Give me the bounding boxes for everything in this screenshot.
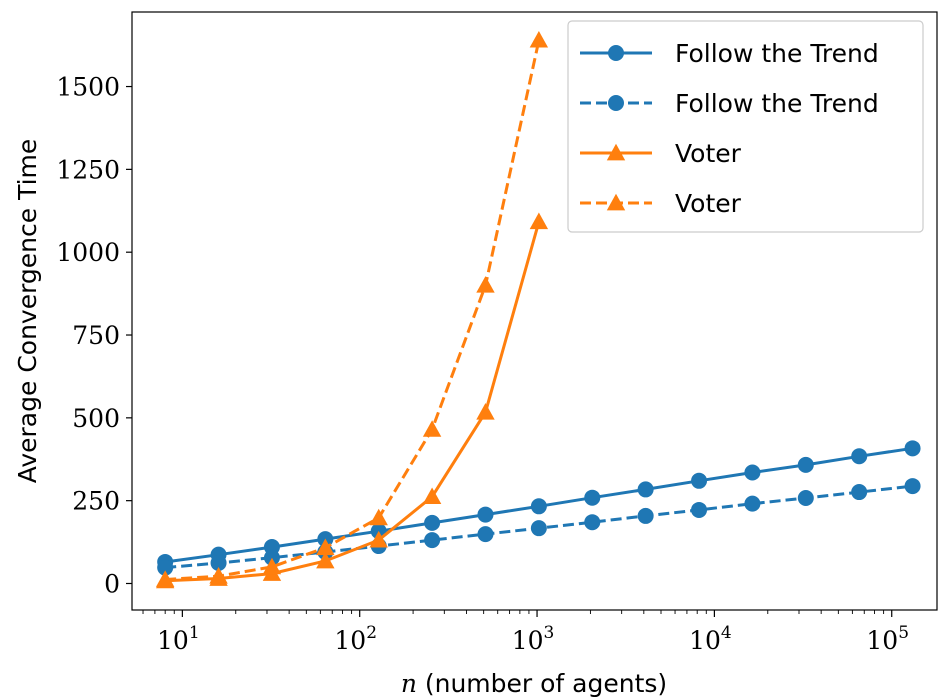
- data-point: [529, 30, 549, 48]
- legend-label: Follow the Trend: [675, 89, 879, 118]
- data-point: [424, 514, 441, 531]
- data-point: [530, 520, 547, 537]
- x-axis-label-variable: n: [401, 669, 417, 698]
- y-axis-label: Average Convergence Time: [13, 139, 42, 484]
- y-tick-label: 500: [72, 404, 120, 433]
- legend-marker: [608, 95, 624, 111]
- legend-label: Follow the Trend: [675, 39, 879, 68]
- series-line: [165, 221, 541, 583]
- data-point: [691, 472, 708, 489]
- data-point: [424, 532, 441, 549]
- x-tick-label: 102: [334, 623, 377, 655]
- series-layer: [155, 30, 921, 589]
- data-point: [851, 484, 868, 501]
- series-3: [155, 30, 549, 587]
- y-tick-label: 0: [104, 569, 120, 598]
- data-point: [369, 530, 388, 548]
- legend: Follow the Trend Follow the Trend Voter Vot…: [567, 20, 924, 233]
- legend-marker: [606, 143, 626, 161]
- legend-marker: [606, 193, 626, 211]
- x-tick-label: 105: [866, 623, 909, 655]
- data-point: [477, 506, 494, 523]
- legend-label: Voter: [675, 139, 742, 168]
- data-point: [477, 526, 494, 543]
- data-point: [904, 440, 921, 457]
- x-tick-label: 103: [512, 623, 555, 655]
- y-tick-label: 250: [72, 487, 120, 516]
- legend-label: Voter: [675, 189, 742, 218]
- legend-box: [567, 20, 924, 233]
- x-axis-label: n (number of agents): [401, 669, 667, 698]
- data-point: [369, 508, 388, 526]
- y-tick-label: 1000: [56, 238, 120, 267]
- data-point: [797, 456, 814, 473]
- y-tick-label: 750: [72, 321, 120, 350]
- data-point: [422, 420, 442, 437]
- data-point: [157, 559, 174, 576]
- x-axis: 101 102 103 104 105: [142, 610, 909, 655]
- data-point: [476, 403, 495, 420]
- data-point: [584, 514, 601, 531]
- data-point: [691, 501, 708, 518]
- data-point: [155, 570, 175, 587]
- series-1: [157, 478, 921, 576]
- data-point: [210, 554, 227, 571]
- x-tick-label: 104: [689, 623, 732, 655]
- data-point: [209, 567, 228, 584]
- y-axis: 0 250 500 750 1000 1250 1500: [56, 73, 132, 598]
- legend-marker: [608, 45, 624, 61]
- y-tick-label: 1500: [56, 73, 120, 102]
- data-point: [529, 212, 549, 230]
- data-point: [263, 549, 280, 566]
- data-point: [637, 481, 654, 498]
- data-point: [744, 495, 761, 512]
- series-line: [165, 39, 541, 581]
- data-point: [422, 487, 442, 505]
- plot-frame: [131, 11, 938, 611]
- data-point: [476, 276, 495, 293]
- x-tick-label: 101: [157, 623, 200, 655]
- x-axis-label-text: (number of agents): [417, 669, 667, 698]
- data-point: [316, 538, 335, 556]
- data-point: [744, 464, 761, 481]
- data-point: [637, 507, 654, 524]
- data-point: [316, 551, 335, 569]
- data-point: [530, 498, 547, 515]
- y-tick-label: 1250: [56, 155, 120, 184]
- data-point: [584, 489, 601, 506]
- data-point: [797, 490, 814, 507]
- data-point: [262, 557, 282, 575]
- data-point: [904, 478, 921, 495]
- data-point: [851, 448, 868, 465]
